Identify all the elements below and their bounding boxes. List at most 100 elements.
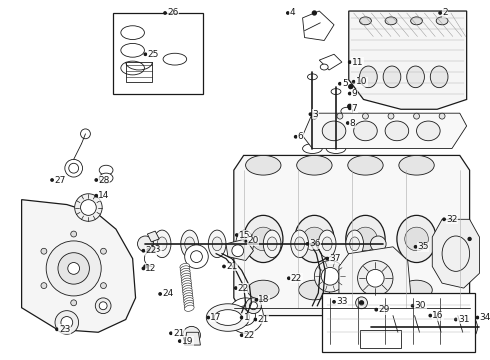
Ellipse shape bbox=[185, 245, 208, 269]
Circle shape bbox=[363, 113, 368, 119]
Ellipse shape bbox=[245, 156, 281, 175]
Circle shape bbox=[71, 300, 76, 306]
Circle shape bbox=[55, 311, 78, 334]
Ellipse shape bbox=[350, 280, 381, 300]
Ellipse shape bbox=[181, 273, 191, 279]
Circle shape bbox=[326, 257, 328, 260]
Circle shape bbox=[41, 248, 47, 254]
Ellipse shape bbox=[240, 237, 249, 251]
Circle shape bbox=[100, 283, 106, 289]
Ellipse shape bbox=[466, 321, 473, 333]
Ellipse shape bbox=[385, 121, 409, 141]
Text: 31: 31 bbox=[458, 315, 469, 324]
Circle shape bbox=[306, 243, 309, 245]
Text: 22: 22 bbox=[291, 274, 302, 283]
Text: 35: 35 bbox=[417, 242, 429, 251]
Text: 10: 10 bbox=[356, 77, 367, 86]
Ellipse shape bbox=[247, 280, 279, 300]
Circle shape bbox=[69, 163, 78, 173]
Circle shape bbox=[349, 85, 353, 89]
Ellipse shape bbox=[157, 237, 167, 251]
Ellipse shape bbox=[208, 230, 226, 258]
Circle shape bbox=[348, 104, 352, 108]
Text: 1: 1 bbox=[244, 313, 249, 322]
Ellipse shape bbox=[415, 330, 424, 344]
Ellipse shape bbox=[458, 330, 467, 344]
Ellipse shape bbox=[399, 156, 434, 175]
Circle shape bbox=[179, 340, 181, 342]
Circle shape bbox=[407, 314, 434, 341]
Ellipse shape bbox=[206, 304, 249, 331]
Circle shape bbox=[46, 241, 101, 296]
Circle shape bbox=[80, 129, 90, 139]
Text: 26: 26 bbox=[167, 9, 178, 18]
Text: 13: 13 bbox=[150, 245, 162, 254]
Circle shape bbox=[236, 234, 238, 236]
Ellipse shape bbox=[99, 173, 113, 183]
Ellipse shape bbox=[181, 278, 191, 284]
Ellipse shape bbox=[153, 230, 171, 258]
Circle shape bbox=[417, 324, 423, 330]
Circle shape bbox=[348, 107, 351, 109]
Ellipse shape bbox=[326, 144, 346, 153]
Polygon shape bbox=[303, 113, 466, 149]
Circle shape bbox=[439, 113, 445, 119]
Ellipse shape bbox=[184, 300, 194, 306]
Ellipse shape bbox=[436, 330, 446, 344]
Circle shape bbox=[287, 12, 289, 14]
Ellipse shape bbox=[296, 156, 332, 175]
Text: 12: 12 bbox=[146, 264, 157, 273]
Text: 27: 27 bbox=[54, 176, 65, 185]
Circle shape bbox=[313, 11, 317, 15]
Circle shape bbox=[170, 332, 172, 334]
Circle shape bbox=[142, 267, 145, 270]
Ellipse shape bbox=[320, 64, 328, 70]
Circle shape bbox=[352, 81, 355, 83]
Ellipse shape bbox=[180, 263, 190, 270]
Text: 34: 34 bbox=[479, 313, 490, 322]
Ellipse shape bbox=[183, 295, 193, 302]
Ellipse shape bbox=[418, 316, 434, 338]
Circle shape bbox=[99, 302, 107, 310]
Ellipse shape bbox=[299, 280, 330, 300]
Circle shape bbox=[468, 238, 471, 240]
Text: 21: 21 bbox=[257, 315, 269, 324]
Ellipse shape bbox=[341, 107, 353, 115]
Ellipse shape bbox=[360, 66, 377, 87]
Ellipse shape bbox=[180, 266, 190, 272]
Circle shape bbox=[65, 159, 82, 177]
Ellipse shape bbox=[181, 276, 191, 282]
Circle shape bbox=[370, 236, 386, 252]
Circle shape bbox=[100, 248, 106, 254]
Polygon shape bbox=[349, 11, 466, 109]
Ellipse shape bbox=[436, 17, 448, 25]
Text: 6: 6 bbox=[298, 132, 303, 141]
Ellipse shape bbox=[346, 230, 364, 258]
Ellipse shape bbox=[322, 237, 332, 251]
Ellipse shape bbox=[393, 330, 403, 344]
Ellipse shape bbox=[184, 298, 194, 304]
Circle shape bbox=[95, 298, 111, 314]
Circle shape bbox=[476, 316, 479, 319]
Circle shape bbox=[95, 194, 98, 197]
Ellipse shape bbox=[183, 291, 193, 297]
Ellipse shape bbox=[294, 237, 305, 251]
Ellipse shape bbox=[401, 321, 409, 333]
Circle shape bbox=[245, 240, 247, 242]
Circle shape bbox=[254, 318, 257, 321]
Text: 22: 22 bbox=[238, 284, 249, 293]
Ellipse shape bbox=[183, 288, 192, 294]
Circle shape bbox=[358, 261, 393, 296]
Text: 8: 8 bbox=[350, 118, 355, 127]
Circle shape bbox=[375, 309, 377, 311]
Ellipse shape bbox=[163, 53, 187, 65]
Polygon shape bbox=[185, 332, 200, 345]
Ellipse shape bbox=[318, 230, 336, 258]
Circle shape bbox=[255, 299, 258, 301]
Polygon shape bbox=[226, 239, 253, 261]
Circle shape bbox=[251, 227, 275, 251]
Ellipse shape bbox=[121, 26, 145, 40]
Text: 2: 2 bbox=[442, 9, 448, 18]
Circle shape bbox=[405, 227, 428, 251]
Circle shape bbox=[95, 179, 98, 181]
